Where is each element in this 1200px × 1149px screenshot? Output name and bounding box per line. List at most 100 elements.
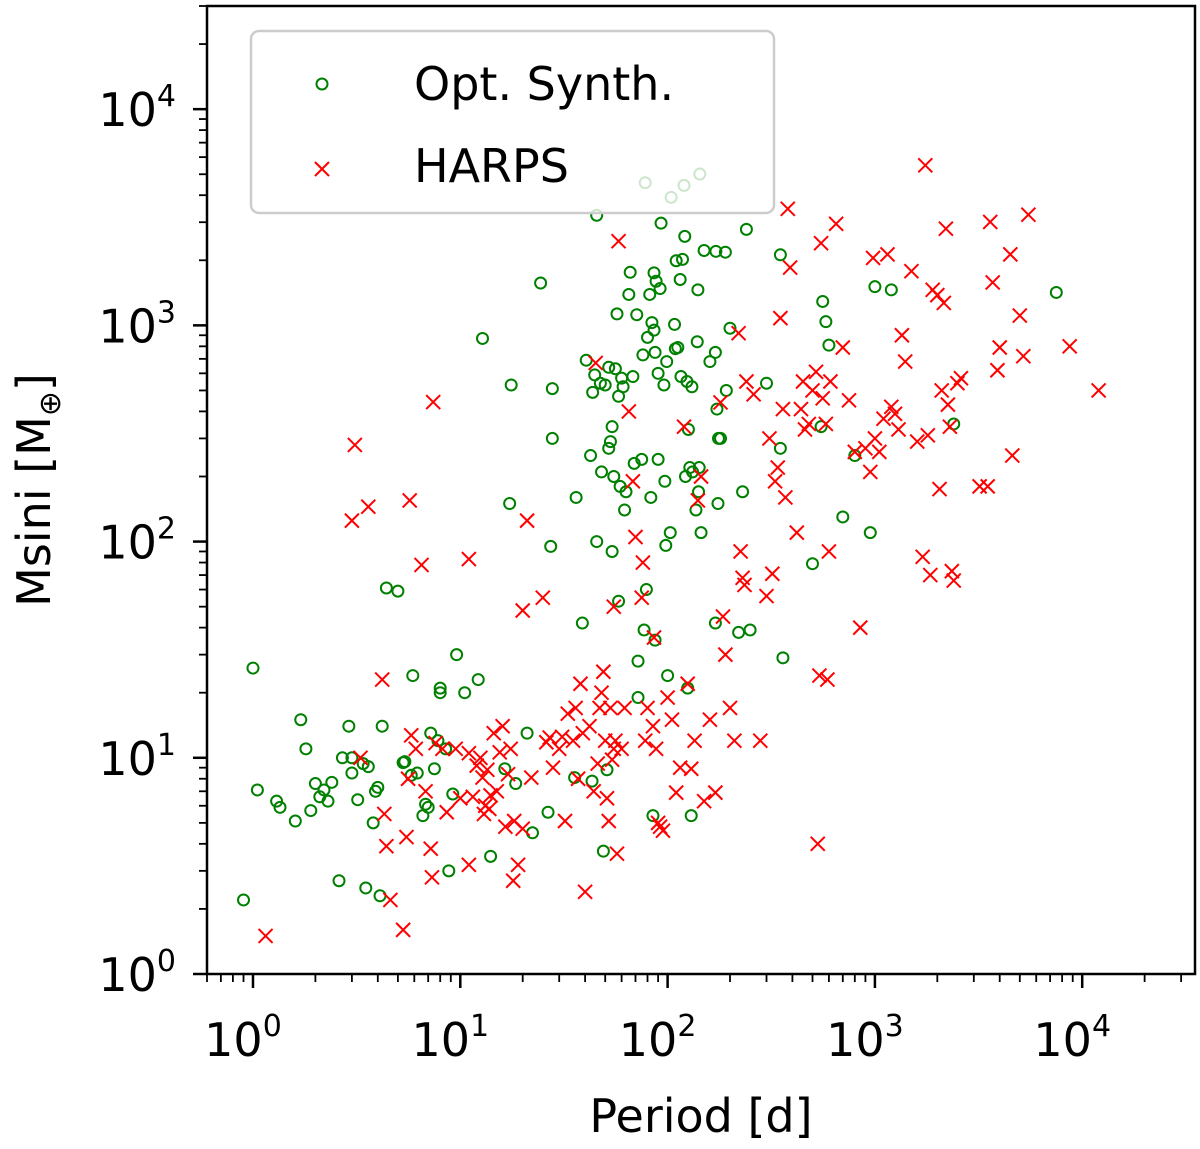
data-point: [613, 741, 630, 757]
data-point: [446, 787, 460, 801]
data-point: [793, 401, 809, 417]
data-point: [835, 339, 851, 356]
data-point: [659, 538, 673, 552]
data-point: [544, 539, 558, 553]
data-point: [545, 382, 559, 396]
data-point: [630, 308, 644, 322]
data-point: [992, 339, 1008, 356]
data-point: [481, 801, 498, 817]
data-point: [738, 373, 755, 390]
data-point: [595, 664, 612, 680]
data-point: [938, 220, 954, 237]
data-point: [692, 461, 706, 475]
data-point: [606, 598, 622, 615]
data-point: [775, 401, 791, 417]
data-point: [497, 819, 514, 835]
data-point: [710, 402, 724, 416]
series-layer: [237, 157, 1107, 944]
data-point: [514, 820, 531, 837]
data-point: [417, 783, 434, 799]
data-point: [605, 420, 619, 434]
y-tick-label: 104: [98, 79, 176, 137]
data-point: [660, 355, 674, 369]
data-point: [619, 485, 633, 499]
data-point: [897, 353, 913, 370]
data-point: [335, 751, 349, 765]
data-point: [979, 478, 996, 495]
series-harps: [257, 157, 1107, 944]
data-point: [608, 362, 622, 376]
data-point: [631, 691, 645, 705]
legend-marker-harps: [314, 161, 330, 177]
data-point: [702, 712, 718, 728]
data-point: [551, 741, 567, 757]
data-point: [631, 654, 645, 668]
data-point: [875, 411, 892, 427]
data-point: [821, 543, 837, 560]
data-point: [777, 489, 794, 506]
data-point: [375, 719, 389, 733]
data-point: [659, 689, 676, 706]
data-point: [502, 741, 519, 757]
data-point: [581, 718, 598, 734]
data-point: [776, 651, 790, 665]
data-point: [663, 526, 677, 540]
data-point: [590, 535, 604, 549]
data-point: [690, 492, 706, 509]
data-point: [719, 383, 733, 397]
data-point: [736, 577, 753, 593]
data-point: [689, 503, 703, 517]
data-point: [847, 444, 863, 460]
data-point: [603, 435, 617, 449]
data-point: [942, 418, 958, 435]
data-point: [668, 784, 684, 801]
data-point: [401, 492, 418, 509]
data-point: [678, 229, 692, 243]
data-point: [984, 274, 1001, 291]
x-tick-label: 100: [204, 1009, 282, 1067]
data-point: [545, 431, 559, 445]
x-tick-label: 102: [619, 1009, 697, 1067]
data-point: [879, 246, 896, 263]
data-point: [344, 512, 360, 529]
data-point: [707, 784, 724, 801]
data-point: [813, 235, 829, 251]
data-point: [862, 464, 878, 480]
data-point: [607, 469, 621, 483]
data-point: [321, 794, 335, 808]
data-point: [406, 669, 420, 683]
data-point: [645, 316, 659, 330]
data-point: [1020, 206, 1037, 223]
data-point: [867, 430, 883, 447]
data-point: [648, 633, 662, 647]
data-point: [616, 380, 630, 394]
data-point: [653, 282, 667, 296]
data-point: [696, 793, 712, 809]
data-point: [828, 216, 844, 232]
data-point: [567, 700, 584, 716]
data-point: [814, 390, 831, 406]
data-point: [602, 441, 616, 455]
data-point: [596, 844, 610, 858]
data-point: [376, 806, 393, 822]
data-point: [637, 623, 651, 637]
x-tick-label: 101: [411, 1009, 489, 1067]
data-point: [472, 750, 489, 766]
data-point: [816, 294, 830, 308]
legend-box: [249, 29, 776, 215]
data-point: [686, 732, 703, 749]
data-point: [585, 774, 599, 788]
data-point: [657, 378, 671, 392]
data-point: [711, 497, 725, 511]
y-tick-label: 102: [98, 512, 176, 570]
data-point: [598, 378, 612, 392]
data-point: [635, 554, 651, 571]
data-point: [510, 857, 526, 873]
data-point: [714, 431, 728, 445]
data-point: [971, 478, 988, 495]
data-point: [920, 427, 936, 444]
data-point: [782, 259, 798, 276]
data-point: [424, 869, 440, 886]
data-point: [585, 783, 602, 799]
data-point: [622, 287, 636, 301]
